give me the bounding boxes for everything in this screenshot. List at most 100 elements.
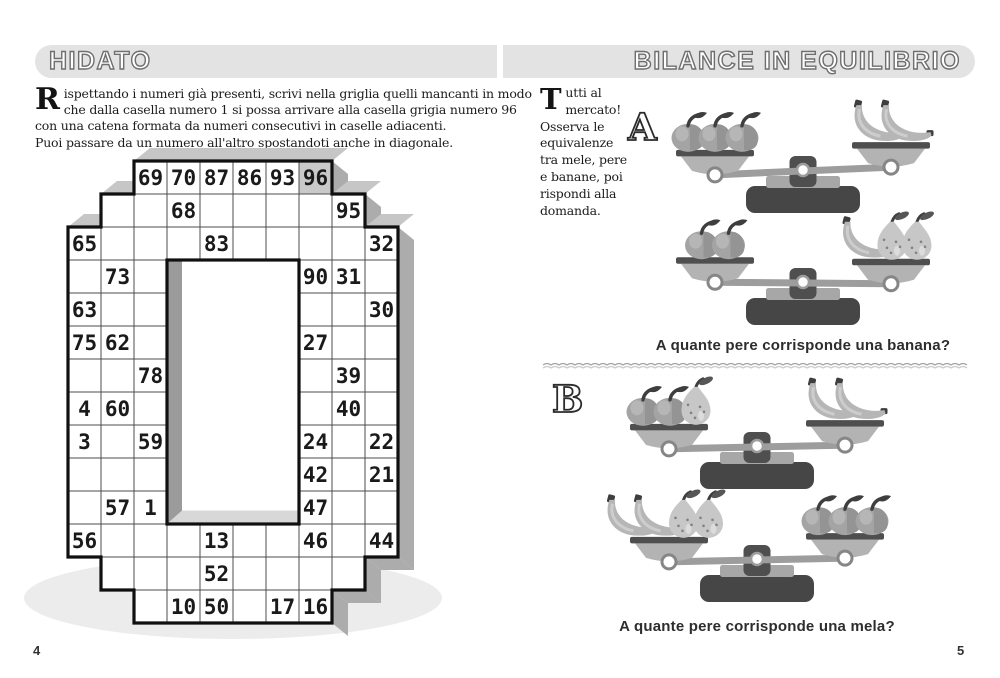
text-line: con una catena formata da numeri consecu… — [35, 118, 447, 134]
question-a: A quante pere corrisponde una banana? — [655, 337, 951, 354]
grid-cell — [331, 523, 366, 558]
grid-cell — [133, 424, 168, 459]
grid-number: 27 — [303, 331, 328, 355]
grid-number: 95 — [336, 199, 361, 223]
apple-icon — [698, 111, 734, 152]
pan-bowl — [811, 426, 879, 445]
apple-icon — [855, 495, 891, 536]
grid-number: 42 — [303, 463, 328, 487]
pan-rim — [676, 257, 754, 264]
apple-icon — [685, 219, 721, 260]
grid-number: 40 — [336, 397, 361, 421]
grid-cell — [67, 424, 102, 459]
grid-number: 10 — [171, 595, 196, 619]
pan-hinge — [882, 275, 900, 293]
pan-hinge — [660, 553, 678, 571]
scale-pivot-pin — [749, 438, 765, 454]
grid-cell — [67, 391, 102, 426]
grid-cell — [331, 226, 366, 261]
grid-3d-face — [365, 557, 414, 570]
text-line: domanda. — [540, 202, 601, 218]
grid-cell — [133, 457, 168, 492]
grid-cell — [232, 556, 267, 591]
pan-bowl — [681, 263, 749, 282]
grid-cell — [265, 556, 300, 591]
grid-number: 52 — [204, 562, 229, 586]
scale-pan-right — [842, 211, 934, 293]
grid-number: 62 — [105, 331, 130, 355]
grid-cell — [232, 523, 267, 558]
apple-icon — [712, 219, 748, 260]
text-line: equivalenze — [540, 135, 614, 151]
grid-cell — [100, 523, 135, 558]
grid-number: 87 — [204, 166, 229, 190]
grid-3d-face — [332, 181, 381, 194]
grid-number: 13 — [204, 529, 229, 553]
grid-cell — [133, 556, 168, 591]
grid-cell — [331, 292, 366, 327]
right-page-header-bar: BILANCE IN EQUILIBRIO — [503, 45, 975, 78]
grid-number: 90 — [303, 265, 328, 289]
grid-cell — [166, 556, 201, 591]
grid-number: 47 — [303, 496, 328, 520]
balance-scale — [626, 376, 888, 489]
grid-cell — [133, 325, 168, 360]
grid-number: 96 — [303, 166, 328, 190]
grid-cell — [232, 589, 267, 624]
grid-cell — [67, 523, 102, 558]
pan-rim — [630, 423, 708, 431]
scale-pan-right — [852, 99, 934, 176]
grid-cell — [133, 358, 168, 393]
grid-cell — [364, 325, 399, 360]
scale-base — [746, 186, 860, 213]
grid-number: 3 — [78, 430, 91, 454]
grid-number: 93 — [270, 166, 295, 190]
scale-pivot-pin — [749, 551, 765, 567]
section-divider — [542, 365, 968, 369]
grid-cell — [67, 358, 102, 393]
pear-icon — [877, 211, 909, 260]
grid-cell — [298, 556, 333, 591]
grid-3d-face — [398, 227, 414, 570]
grid-cell — [67, 457, 102, 492]
pan-bowl — [857, 148, 925, 167]
scale-pan-left — [671, 111, 761, 184]
grid-number: 83 — [204, 232, 229, 256]
pan-hinge — [706, 166, 724, 184]
pan-hinge — [836, 436, 854, 454]
grid-cell — [166, 523, 201, 558]
grid-number: 1 — [144, 496, 157, 520]
grid-number: 65 — [72, 232, 97, 256]
grid-cell — [364, 490, 399, 525]
grid-cell — [364, 523, 399, 558]
grid-cell — [232, 226, 267, 261]
scale-base — [746, 298, 860, 325]
bilance-intro: T utti al mercato! Osserva le equivalenze tr… — [540, 85, 644, 219]
grid-cell — [265, 589, 300, 624]
grid-number: 50 — [204, 595, 229, 619]
pan-bowl — [811, 539, 879, 558]
scale-base — [700, 575, 814, 602]
grid-number: 56 — [72, 529, 97, 553]
grid-number: 39 — [336, 364, 361, 388]
left-page-number: 4 — [33, 643, 41, 658]
apple-icon — [626, 385, 662, 426]
banana-icon — [834, 377, 888, 419]
grid-cell — [100, 457, 135, 492]
pear-icon — [669, 489, 701, 538]
scale-pan-right — [801, 495, 891, 567]
grid-number: 31 — [336, 265, 361, 289]
grid-cell — [100, 358, 135, 393]
scale-pan-right — [806, 377, 888, 454]
grid-number: 24 — [303, 430, 328, 454]
grid-outer-border — [66, 159, 400, 625]
text-line: mercato! — [565, 101, 622, 117]
grid-cell — [199, 193, 234, 228]
section-a-label: A — [627, 104, 658, 150]
grid-number: 75 — [72, 331, 97, 355]
pan-rim — [852, 258, 930, 266]
grid-number: 68 — [171, 199, 196, 223]
pan-bowl — [857, 265, 925, 284]
balance-scale — [671, 99, 934, 213]
